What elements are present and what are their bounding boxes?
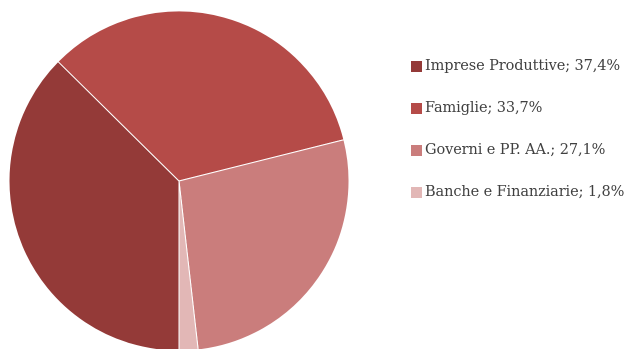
pie-slice-governi-e-pp-aa	[178, 139, 350, 349]
chart-legend: Imprese Produttive; 37,4% Famiglie; 33,7…	[411, 56, 624, 224]
legend-label-governi: Governi e PP. AA.; 27,1%	[425, 142, 606, 158]
legend-swatch-famiglie	[411, 102, 422, 114]
legend-label-banche: Banche e Finanziarie; 1,8%	[425, 184, 625, 200]
legend-item-imprese-produttive: Imprese Produttive; 37,4%	[411, 56, 624, 76]
legend-label-famiglie: Famiglie; 33,7%	[425, 100, 543, 116]
legend-swatch-governi	[411, 144, 422, 156]
pie-slice-banche-e-finanziarie	[178, 180, 199, 349]
pie-slice-famiglie	[57, 10, 345, 182]
pie-slices	[8, 10, 350, 349]
legend-swatch-imprese-produttive	[411, 60, 422, 72]
legend-item-governi: Governi e PP. AA.; 27,1%	[411, 140, 624, 160]
legend-swatch-banche	[411, 186, 422, 198]
legend-item-famiglie: Famiglie; 33,7%	[411, 98, 624, 118]
legend-item-banche: Banche e Finanziarie; 1,8%	[411, 182, 624, 202]
legend-label-imprese-produttive: Imprese Produttive; 37,4%	[425, 58, 621, 74]
pie-slice-imprese-produttive	[8, 60, 180, 349]
